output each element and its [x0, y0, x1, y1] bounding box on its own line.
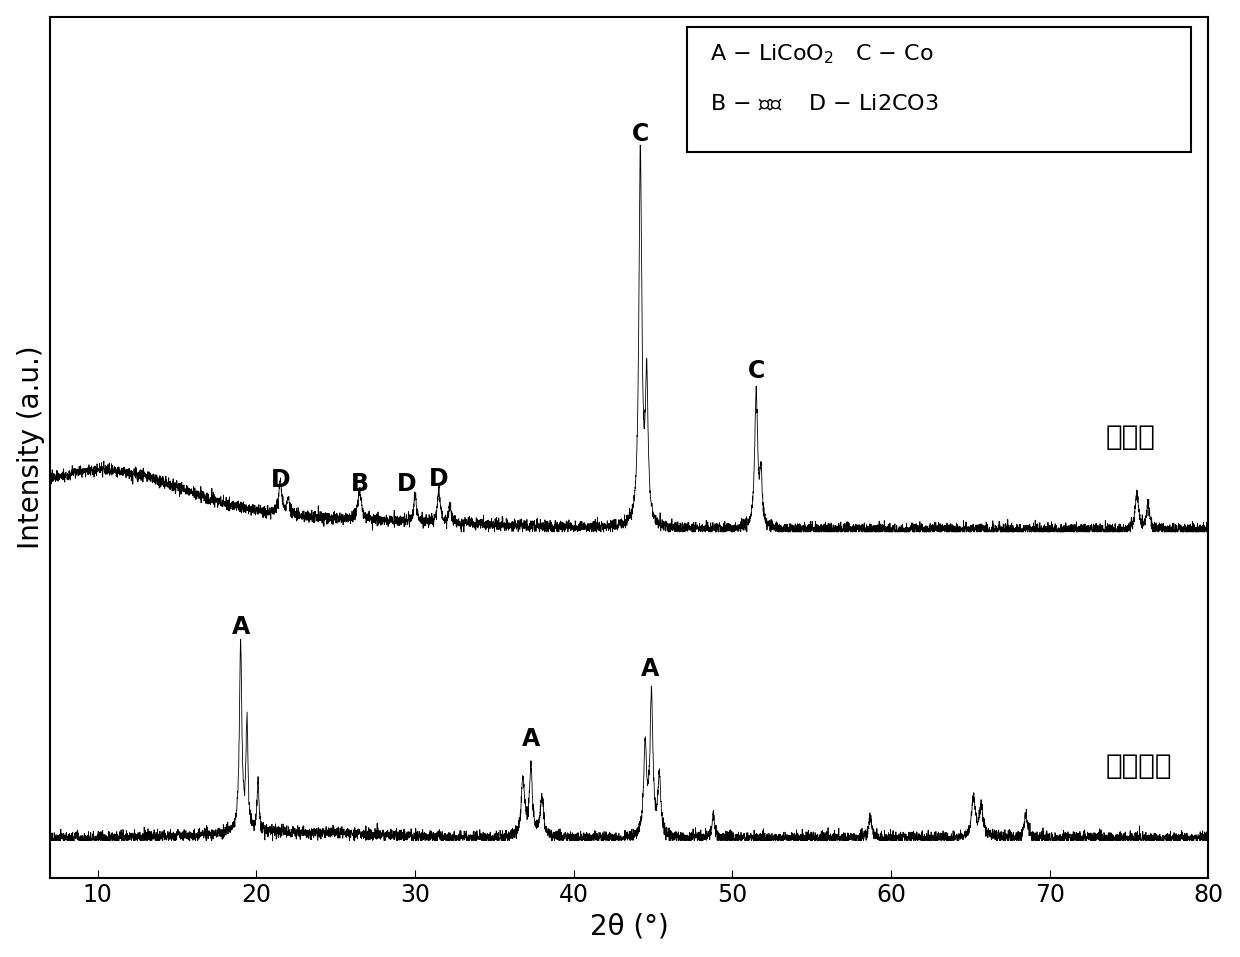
Y-axis label: Intensity (a.u.): Intensity (a.u.): [16, 345, 45, 549]
Text: A $-$ LiCoO$_2$   C $-$ Co: A $-$ LiCoO$_2$ C $-$ Co: [711, 42, 934, 66]
Text: D: D: [397, 472, 417, 496]
Text: 还原后: 还原后: [1105, 423, 1154, 452]
Text: B $-$ 石墨    D $-$ Li2CO3: B $-$ 石墨 D $-$ Li2CO3: [711, 94, 939, 114]
Text: A: A: [522, 727, 539, 751]
Text: C: C: [631, 122, 649, 146]
FancyBboxPatch shape: [687, 27, 1190, 152]
Text: B: B: [351, 472, 368, 496]
Text: 正极原样: 正极原样: [1105, 752, 1172, 780]
Text: A: A: [641, 657, 658, 681]
Text: D: D: [270, 468, 290, 492]
Text: C: C: [748, 359, 765, 383]
X-axis label: 2θ (°): 2θ (°): [590, 912, 668, 941]
Text: A: A: [232, 615, 249, 639]
Text: D: D: [429, 467, 449, 491]
